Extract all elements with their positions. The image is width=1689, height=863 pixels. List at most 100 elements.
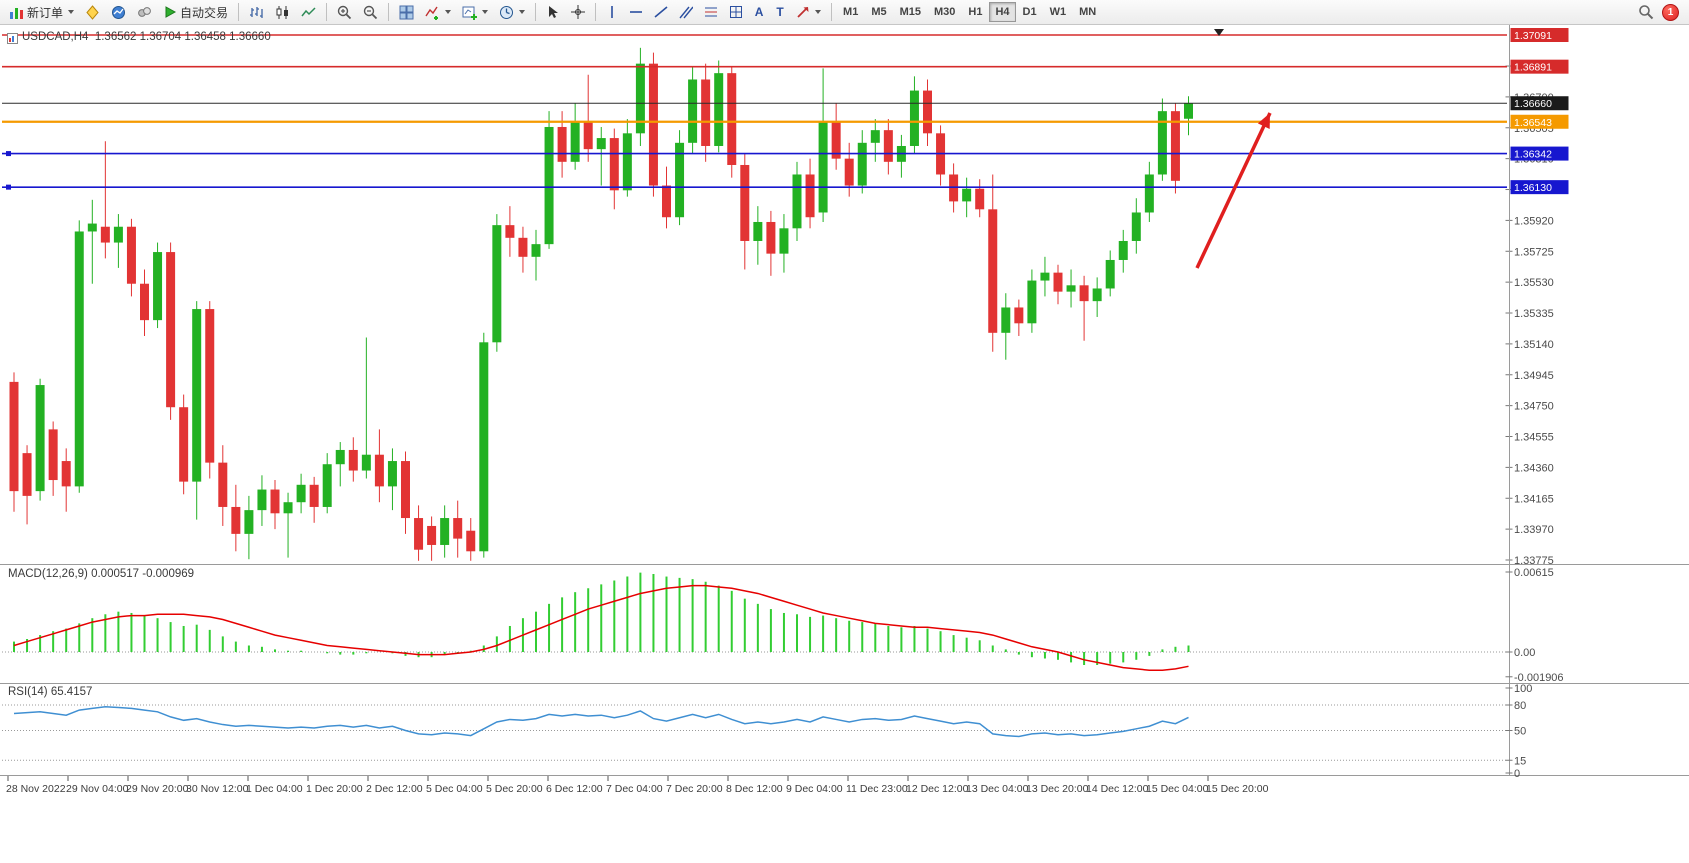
- text-label-button[interactable]: T: [770, 1, 790, 23]
- chevron-down-icon: [445, 10, 452, 14]
- rsi-axis-label: 15: [1514, 755, 1526, 767]
- bear-candle: [883, 130, 893, 162]
- bull-candle: [35, 385, 45, 492]
- profiles-button[interactable]: [494, 1, 530, 23]
- market-watch-icon: [86, 4, 99, 20]
- macd-axis-label: -0.001906: [1514, 672, 1564, 684]
- chevron-down-icon: [68, 10, 75, 14]
- bear-candle: [648, 63, 658, 186]
- bull-candle: [1118, 240, 1128, 260]
- timeframe-button-m15[interactable]: M15: [894, 2, 927, 22]
- bull-candle: [1184, 103, 1193, 119]
- bull-candle: [909, 90, 919, 146]
- zoom-in-button[interactable]: [332, 1, 357, 23]
- price-tag: [1510, 114, 1569, 129]
- bear-candle: [231, 506, 241, 534]
- trendline-button[interactable]: [649, 1, 673, 23]
- timeframe-button-m1[interactable]: M1: [837, 2, 864, 22]
- new-order-icon: [10, 7, 23, 19]
- equidistant-channel-button[interactable]: [674, 1, 698, 23]
- bull-candle: [1157, 111, 1167, 175]
- vertical-line-button[interactable]: [601, 1, 623, 23]
- bear-candle: [374, 454, 384, 487]
- time-axis-label: 1 Dec 04:00: [246, 783, 303, 795]
- price-axis-label: 1.33970: [1514, 524, 1554, 536]
- price-chart-canvas[interactable]: 1.368951.367001.365051.363101.361151.359…: [0, 25, 1689, 863]
- arrows-button[interactable]: [791, 1, 826, 23]
- trend-arrow-shaft[interactable]: [1195, 112, 1272, 269]
- bull-candle: [87, 223, 97, 232]
- navigator-button[interactable]: [132, 1, 157, 23]
- time-axis-label: 13 Dec 20:00: [1026, 783, 1089, 795]
- fibonacci-button[interactable]: [699, 1, 723, 23]
- timeframe-button-w1[interactable]: W1: [1044, 2, 1073, 22]
- time-axis-label: 9 Dec 04:00: [786, 783, 843, 795]
- new-chart-button[interactable]: [457, 1, 493, 23]
- rsi-indicator-label: RSI(14) 65.4157: [8, 686, 93, 698]
- bull-candle: [622, 133, 632, 191]
- chart-panel[interactable]: 1.368951.367001.365051.363101.361151.359…: [0, 25, 1689, 863]
- bull-candle: [870, 130, 880, 143]
- cursor-button[interactable]: [541, 1, 565, 23]
- bar-chart-button[interactable]: [244, 1, 269, 23]
- bear-candle: [1170, 111, 1180, 181]
- timeframe-button-h4[interactable]: H4: [989, 2, 1016, 22]
- toolbar-separator: [238, 3, 240, 21]
- time-axis-label: 14 Dec 12:00: [1086, 783, 1149, 795]
- search-button[interactable]: [1633, 1, 1659, 23]
- toolbar-separator: [535, 3, 537, 21]
- time-axis-label: 13 Dec 04:00: [966, 783, 1029, 795]
- text-label-tool-glyph: T: [776, 5, 784, 19]
- price-tag-label: 1.36891: [1514, 62, 1552, 74]
- hline-handle[interactable]: [6, 184, 11, 190]
- market-watch-button[interactable]: [80, 1, 105, 23]
- bear-candle: [505, 225, 515, 238]
- horizontal-line-button[interactable]: [624, 1, 648, 23]
- notification-badge[interactable]: 1: [1662, 3, 1679, 21]
- candlestick-chart-button[interactable]: [270, 1, 295, 23]
- data-window-icon: [112, 5, 126, 19]
- tile-windows-button[interactable]: [394, 1, 419, 23]
- price-tag-label: 1.37091: [1514, 30, 1552, 42]
- rsi-axis-label: 0: [1514, 768, 1520, 780]
- time-axis-label: 15 Dec 04:00: [1146, 783, 1209, 795]
- bear-candle: [518, 237, 528, 257]
- macd-panel: 0.00615 0.00 -0.001906: [2, 567, 1564, 684]
- bear-candle: [1079, 285, 1089, 302]
- crosshair-button[interactable]: [566, 1, 590, 23]
- shapes-button[interactable]: [724, 1, 748, 23]
- zoom-in-icon: [337, 5, 352, 19]
- bear-candle: [923, 90, 932, 134]
- timeframe-button-h1[interactable]: H1: [962, 2, 988, 22]
- price-tag: [1510, 59, 1569, 74]
- timeframe-button-m30[interactable]: M30: [928, 2, 961, 22]
- bear-candle: [609, 138, 619, 191]
- rsi-panel: 100 80 50 150: [2, 683, 1532, 780]
- text-button[interactable]: A: [749, 1, 769, 23]
- channel-icon: [679, 6, 694, 19]
- data-window-button[interactable]: [106, 1, 131, 23]
- chart-window-icon: [7, 33, 18, 44]
- trend-arrow-head[interactable]: [1257, 113, 1270, 129]
- bull-candle: [1066, 285, 1076, 292]
- main-toolbar: 新订单 自动交易: [0, 0, 1689, 25]
- line-chart-button[interactable]: [296, 1, 321, 23]
- timeframe-button-d1[interactable]: D1: [1017, 2, 1043, 22]
- hline-handle[interactable]: [6, 151, 11, 157]
- indicators-button[interactable]: [420, 1, 456, 23]
- timeframe-button-m5[interactable]: M5: [865, 2, 892, 22]
- autotrading-button[interactable]: 自动交易: [158, 1, 233, 23]
- bull-candle: [74, 231, 84, 487]
- bear-candle: [662, 185, 671, 218]
- indicators-icon: [425, 6, 439, 20]
- bull-candle: [544, 126, 554, 245]
- price-axis-labels: 1.368951.367001.365051.363101.361151.359…: [1505, 61, 1554, 567]
- bear-candle: [140, 283, 149, 321]
- time-axis-label: 2 Dec 12:00: [366, 783, 423, 795]
- zoom-out-button[interactable]: [358, 1, 383, 23]
- chart-shift-marker[interactable]: [1214, 29, 1224, 36]
- time-axis-label: 7 Dec 20:00: [666, 783, 723, 795]
- rsi-axis-label: 50: [1514, 726, 1526, 738]
- new-order-button[interactable]: 新订单: [4, 1, 79, 23]
- timeframe-button-mn[interactable]: MN: [1073, 2, 1102, 22]
